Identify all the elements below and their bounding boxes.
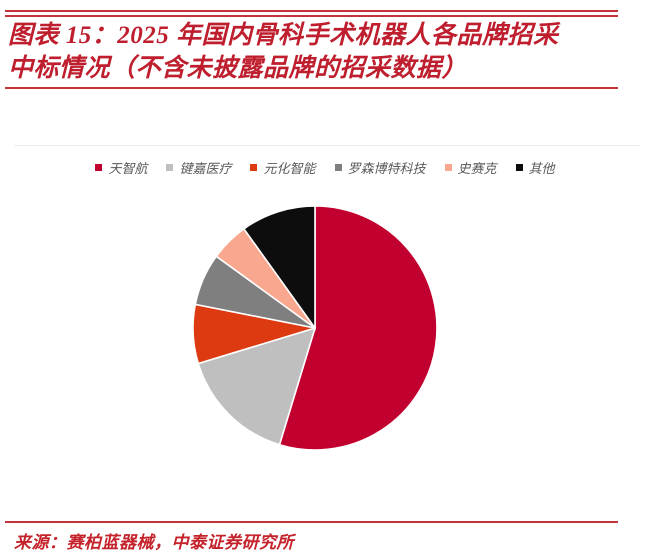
legend-swatch-icon — [166, 164, 174, 171]
figure-title-line2: 中标情况（不含未披露品牌的招采数据） — [8, 55, 468, 82]
legend-item: 罗森博特科技 — [334, 158, 426, 177]
faint-divider-rule — [14, 145, 640, 146]
chart-legend: 天智航 键嘉医疗 元化智能 罗森博特科技 史赛克 其他 — [0, 158, 650, 177]
legend-label: 天智航 — [108, 161, 148, 176]
pie-chart-area — [185, 198, 445, 458]
legend-label: 罗森博特科技 — [347, 161, 426, 176]
pie-chart — [192, 205, 438, 451]
legend-label: 键嘉医疗 — [179, 161, 232, 176]
figure-title-line1: 图表 15：2025 年国内骨科手术机器人各品牌招采 — [8, 22, 559, 49]
legend-item: 天智航 — [95, 158, 147, 177]
pie-slice-2 — [197, 326, 317, 446]
legend-item: 史赛克 — [444, 158, 497, 177]
pie-slice-6 — [242, 205, 316, 331]
rule-under-title — [5, 87, 618, 89]
legend-item: 其他 — [515, 158, 555, 177]
legend-label: 史赛克 — [457, 161, 497, 176]
legend-label: 其他 — [528, 161, 555, 176]
legend-swatch-icon — [250, 164, 258, 171]
top-double-rule — [5, 10, 618, 17]
source-note: 来源：赛柏蓝器械，中泰证券研究所 — [14, 533, 294, 552]
legend-item: 元化智能 — [250, 158, 316, 177]
legend-swatch-icon — [515, 164, 523, 171]
pie-slice-1 — [278, 205, 438, 451]
legend-swatch-icon — [444, 164, 452, 171]
legend-swatch-icon — [334, 164, 342, 171]
figure-title: 图表 15：2025 年国内骨科手术机器人各品牌招采 中标情况（不含未披露品牌的… — [8, 19, 633, 85]
legend-swatch-icon — [95, 164, 103, 171]
legend-item: 键嘉医疗 — [166, 158, 231, 177]
footer-rule — [5, 521, 618, 523]
legend-label: 元化智能 — [263, 161, 316, 176]
